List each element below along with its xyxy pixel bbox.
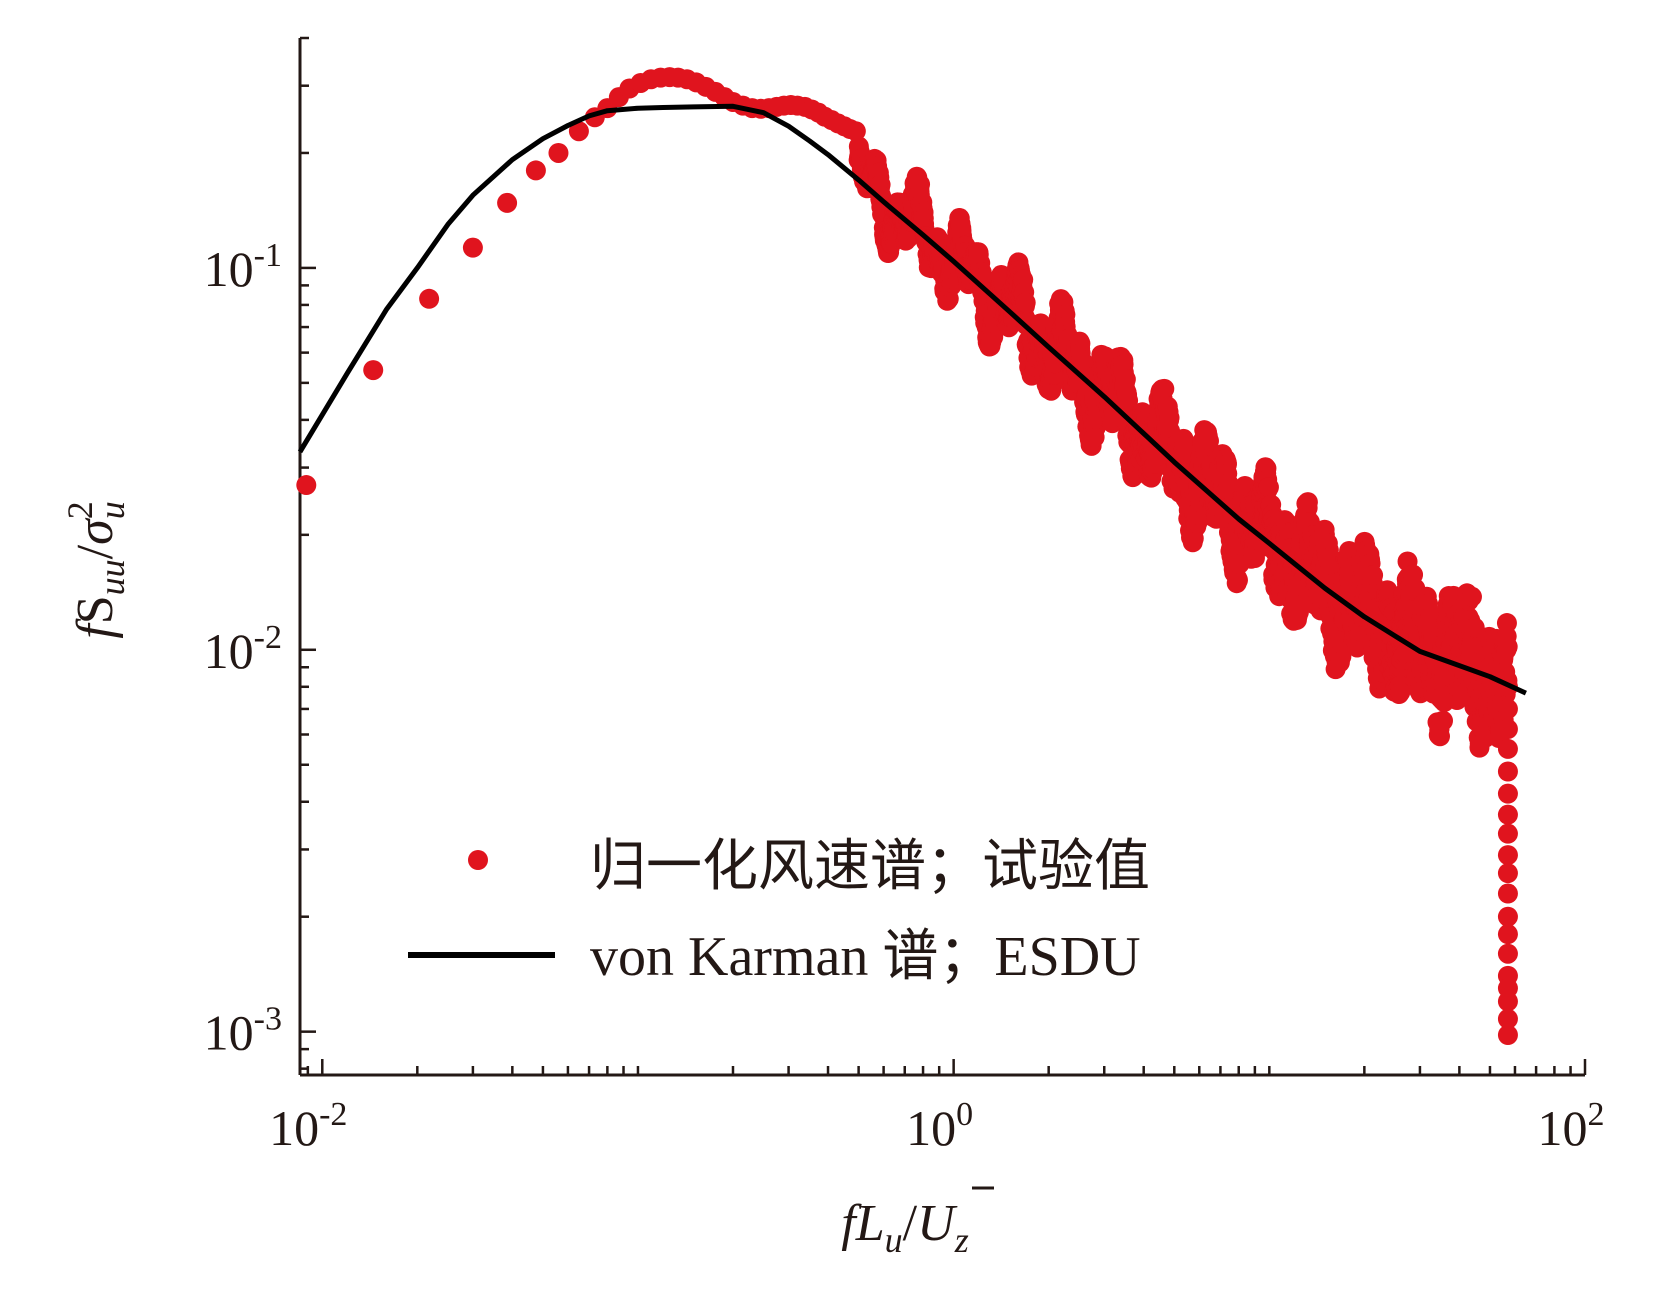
- data-point: [1497, 863, 1518, 884]
- y-tick-label: 10-2: [204, 619, 282, 679]
- x-tick-label: 10-2: [269, 1096, 347, 1156]
- data-point: [296, 475, 317, 496]
- data-point: [1227, 570, 1248, 591]
- x-tick-label: 102: [1538, 1096, 1605, 1156]
- data-point: [1497, 991, 1518, 1012]
- data-point: [363, 360, 384, 381]
- data-point: [462, 237, 483, 258]
- x-axis-title: fLu/Uz: [841, 1195, 968, 1260]
- data-point: [1497, 783, 1518, 804]
- data-point: [1198, 430, 1219, 451]
- data-point: [1289, 591, 1310, 612]
- data-point: [1497, 924, 1518, 945]
- data-point: [1258, 477, 1279, 498]
- data-point: [1497, 698, 1518, 719]
- data-point: [1497, 1008, 1518, 1029]
- data-point: [1497, 761, 1518, 782]
- data-point: [1496, 613, 1517, 634]
- data-point: [568, 121, 589, 142]
- x-ticks: 10-2 100 102: [269, 1059, 1605, 1156]
- axes: [298, 38, 1585, 1077]
- y-ticks: 10-1 10-2 10-3: [204, 36, 316, 1070]
- data-point: [1497, 823, 1518, 844]
- data-point: [1297, 492, 1318, 513]
- line-layer: [297, 103, 1527, 696]
- data-point: [845, 121, 866, 142]
- data-point: [1497, 1025, 1518, 1046]
- y-axis-title: fSuu/σu2: [60, 501, 132, 638]
- data-point: [1430, 726, 1451, 747]
- legend: 归一化风速谱；试验值 von Karman 谱；ESDU: [408, 836, 1150, 988]
- legend-dot-symbol: [468, 850, 488, 870]
- data-point: [1461, 586, 1482, 607]
- data-point: [1497, 719, 1518, 740]
- data-point: [1497, 883, 1518, 904]
- x-tick-label: 100: [906, 1096, 973, 1156]
- data-point: [1363, 565, 1384, 586]
- data-point: [1497, 906, 1518, 927]
- legend-label-experimental: 归一化风速谱；试验值: [590, 836, 1150, 898]
- y-tick-label: 10-3: [204, 1001, 282, 1061]
- data-point: [548, 142, 569, 163]
- von-karman-line: [297, 103, 1527, 696]
- y-tick-label: 10-1: [204, 237, 282, 297]
- legend-label-von-karman: von Karman 谱；ESDU: [590, 926, 1141, 988]
- data-point: [1497, 845, 1518, 866]
- data-point: [1390, 682, 1411, 703]
- data-point: [419, 288, 440, 309]
- data-point: [1497, 738, 1518, 759]
- plot-area: [296, 67, 1518, 1046]
- data-point: [1118, 390, 1139, 411]
- data-point: [1154, 378, 1175, 399]
- data-point: [1497, 636, 1518, 657]
- data-point: [497, 192, 518, 213]
- data-point: [525, 160, 546, 181]
- data-point: [910, 174, 931, 195]
- data-point: [1497, 804, 1518, 825]
- data-point: [1497, 943, 1518, 964]
- data-point: [1015, 292, 1036, 313]
- data-point: [1433, 710, 1454, 731]
